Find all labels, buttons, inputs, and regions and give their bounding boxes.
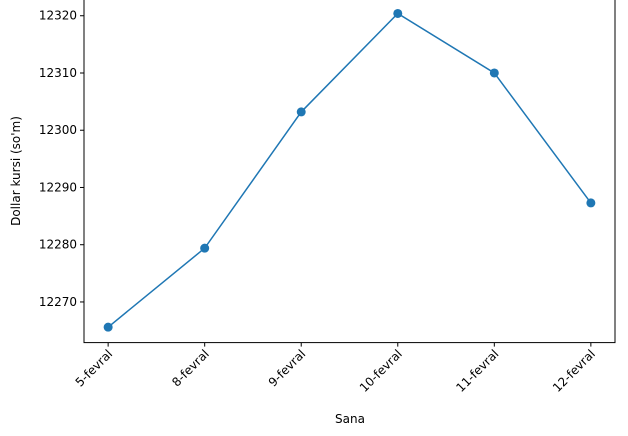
y-axis-label: Dollar kursi (so'm): [9, 116, 23, 226]
point: [103, 322, 113, 332]
y-tick-label: 12300: [39, 123, 77, 137]
plot-frame: [83, 0, 616, 344]
point: [393, 8, 403, 18]
y-tick-label: 12310: [39, 66, 77, 80]
point: [489, 68, 499, 78]
y-tick-label: 12270: [39, 295, 77, 309]
x-tick-label: 8-fevral: [169, 347, 212, 390]
x-tick-label: 11-fevral: [453, 347, 501, 395]
x-axis-label: Sana: [335, 412, 365, 426]
x-tick-label: 9-fevral: [266, 347, 309, 390]
point: [296, 107, 306, 117]
x-tick-label: 12-fevral: [550, 347, 598, 395]
y-tick-label: 12320: [39, 9, 77, 23]
x-tick-label: 5-fevral: [73, 347, 116, 390]
line: [107, 12, 592, 328]
point: [200, 243, 210, 253]
x-tick-label: 10-fevral: [357, 347, 405, 395]
point: [586, 198, 596, 208]
y-tick-label: 12290: [39, 180, 77, 194]
y-tick-label: 12280: [39, 238, 77, 252]
